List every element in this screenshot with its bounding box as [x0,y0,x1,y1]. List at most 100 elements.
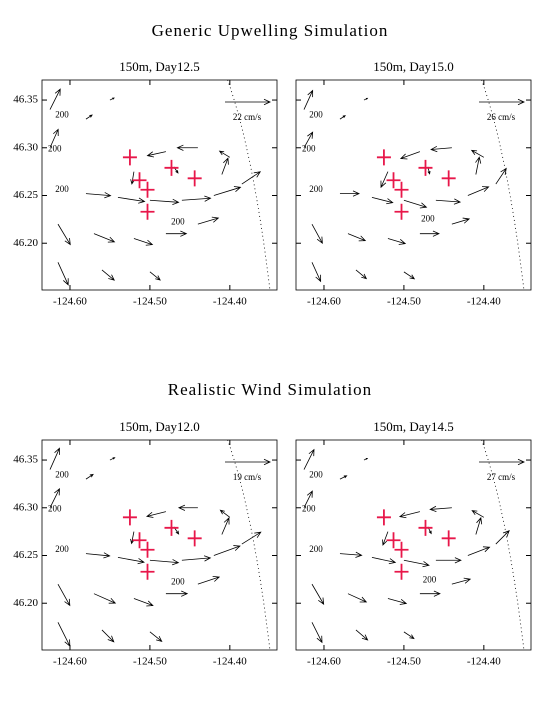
velocity-vector [109,97,115,101]
velocity-vector [149,559,180,566]
y-tick-label: 46.25 [13,189,38,201]
plot-frame [295,79,532,291]
velocity-vector [495,530,510,545]
station-marker [394,563,409,580]
velocity-vector [85,192,112,199]
station-marker [441,530,456,547]
velocity-vector [49,487,60,508]
velocity-vector [133,238,154,246]
velocity-vector [403,271,416,280]
contour-label: 200 [421,213,435,223]
contour-label: 200 [309,109,323,119]
velocity-vector [387,598,408,605]
velocity-vector [303,131,314,148]
coastline [481,439,525,651]
velocity-vector [430,145,452,153]
velocity-vector [347,233,367,242]
velocity-vector [435,198,462,205]
velocity-vector [149,198,180,205]
velocity-vector [117,557,145,565]
contour-label: 200 [171,576,185,586]
velocity-vector [85,552,111,559]
velocity-vector [339,190,360,197]
contour-label: 200 [55,544,69,554]
reference-arrow [479,98,525,106]
velocity-vector [467,186,490,196]
velocity-vector [471,510,485,518]
contour-label: 200 [423,574,437,584]
contour-label: 200 [309,544,323,554]
x-tick-label: -124.40 [467,296,501,308]
velocity-vector [149,271,161,281]
panel-title: 150m, Day12.5 [119,59,200,74]
coastline [227,439,271,651]
x-tick-label: -124.50 [387,296,421,308]
velocity-vector [241,171,262,185]
section-heading: Generic Upwelling Simulation [152,21,389,40]
velocity-vector [117,197,146,204]
x-tick-label: -124.60 [307,296,341,308]
velocity-vector [133,598,154,607]
y-tick-label: 46.30 [13,141,38,153]
velocity-vector [130,171,135,185]
velocity-vector [101,629,115,643]
velocity-vector [399,151,421,160]
velocity-vector [429,505,452,513]
velocity-vector [403,199,428,209]
reference-arrow [225,458,271,466]
velocity-vector [419,590,441,597]
velocity-vector [109,457,116,461]
velocity-vector [221,157,229,175]
y-tick-label: 46.35 [13,94,38,106]
velocity-vector [363,97,369,101]
velocity-vector [130,531,135,545]
x-tick-label: -124.40 [213,656,247,668]
velocity-vector [57,583,71,607]
velocity-vector [146,151,166,158]
velocity-vector [93,233,116,243]
contour-label: 200 [55,469,69,479]
velocity-vector [380,171,389,189]
station-marker [386,172,401,189]
velocity-vector [241,531,262,545]
velocity-vector [146,511,166,518]
station-marker [418,519,433,536]
station-marker [187,530,202,547]
station-marker [164,519,179,536]
plot-frame [41,439,278,651]
x-tick-label: -124.40 [213,296,247,308]
velocity-vector [181,195,212,202]
coastline [227,79,271,291]
velocity-vector [49,128,59,148]
velocity-vector [49,447,60,470]
velocity-vector [382,531,389,546]
station-marker [376,149,391,166]
velocity-vector [451,577,472,585]
contour-label: 200 [48,144,62,154]
velocity-vector [57,223,71,246]
velocity-vector [339,551,363,558]
velocity-vector [303,490,313,508]
velocity-vector [311,583,325,605]
velocity-vector [303,448,315,470]
panel-title: 150m, Day12.0 [119,419,200,434]
plot-frame [41,79,278,291]
velocity-vector [419,230,440,237]
velocity-vector [475,516,483,535]
station-marker [140,181,155,198]
station-marker [441,170,456,187]
section-heading: Realistic Wind Simulation [168,380,372,399]
velocity-vector [355,629,369,641]
velocity-vector [213,545,241,556]
contour-label: 200 [171,216,185,226]
reference-label: 27 cm/s [487,472,516,482]
x-tick-label: -124.50 [133,656,167,668]
y-tick-label: 46.20 [13,237,38,249]
station-marker [132,532,147,549]
velocity-vector [213,186,242,196]
station-marker [394,203,409,220]
station-marker [132,172,147,189]
velocity-vector [101,269,115,281]
velocity-vector [57,622,71,647]
